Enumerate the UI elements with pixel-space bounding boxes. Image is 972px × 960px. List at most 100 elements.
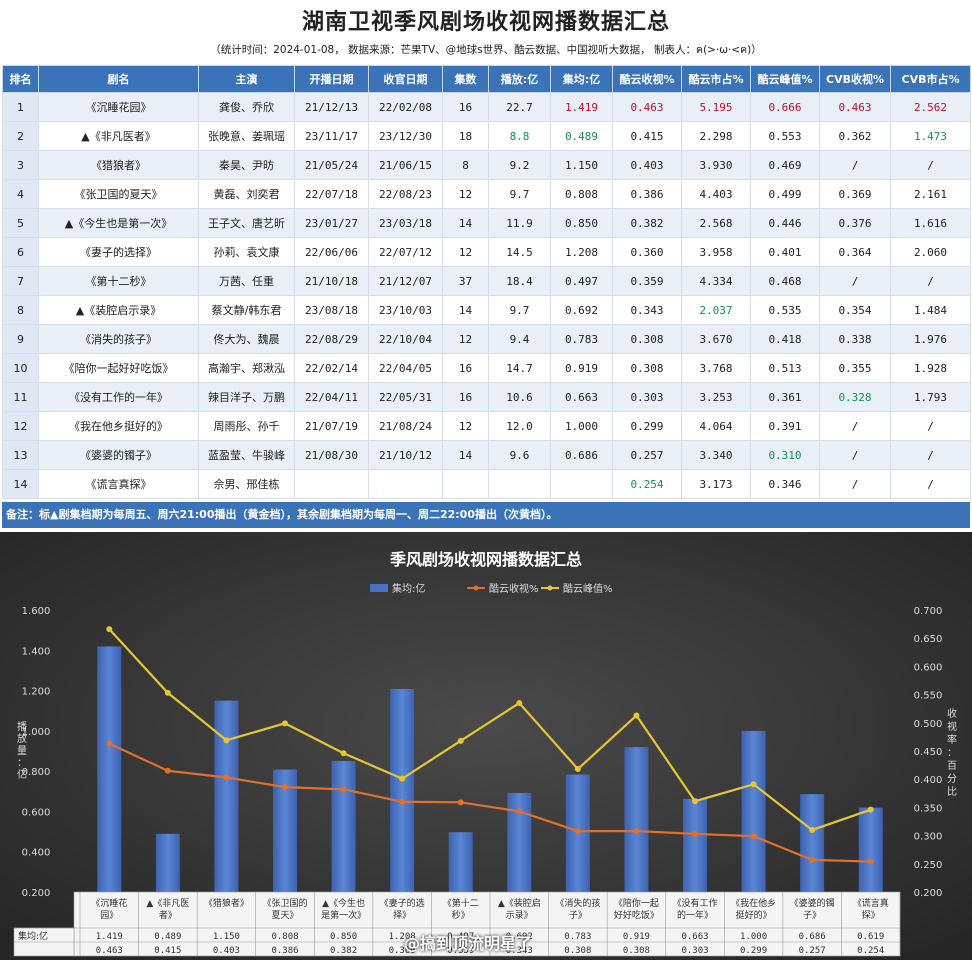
data-label: 0.303	[681, 946, 708, 956]
table-cell-cvb-share: 1.928	[890, 353, 971, 383]
column-header: 集数	[442, 65, 489, 93]
table-cell-title: 《妻子的选择》	[38, 237, 199, 267]
table-cell-ky-peak: 0.513	[750, 353, 820, 383]
table-cell-cvb-rating: 0.328	[819, 382, 891, 412]
table-cell-title: 《消失的孩子》	[38, 324, 199, 354]
table-row: 14 《谎言真探》 佘男、邢佳栋 0.254 3.173 0.346//	[2, 469, 971, 499]
table-cell-title: 《我在他乡挺好的》	[38, 411, 199, 441]
bar	[390, 688, 415, 892]
chart-title: 季风剧场收视网播数据汇总	[389, 550, 582, 569]
data-label: 0.386	[271, 946, 298, 956]
y-left-tick-label: 0.400	[22, 848, 51, 859]
line-point	[164, 767, 171, 774]
table-cell-ky-peak: 0.535	[750, 295, 820, 325]
table-cell-ky-share: 2.298	[681, 121, 751, 151]
table-cell-ky-peak: 0.401	[750, 237, 820, 267]
table-cell-rank: 2	[2, 121, 39, 151]
table-cell-start: 21/08/30	[294, 440, 369, 470]
table-cell-ky-peak: 0.666	[750, 92, 820, 122]
data-label: 0.308	[564, 946, 591, 956]
table-cell-cvb-share: 1.616	[890, 208, 971, 238]
y-left-tick-label: 1.000	[22, 727, 51, 738]
table-cell-rank: 6	[2, 237, 39, 267]
line-point	[692, 830, 698, 837]
table-cell-avg: 0.850	[550, 208, 613, 238]
table-cell-ky-share: 3.930	[681, 150, 751, 180]
table-cell-ky-rating: 0.415	[612, 121, 682, 151]
y-right-tick-label: 0.450	[914, 747, 943, 758]
table-cell-cast: 龚俊、乔欣	[198, 92, 295, 122]
table-cell-eps: 18	[442, 121, 489, 151]
table-cell-end: 23/10/03	[368, 295, 443, 325]
y-left-tick-label: 1.400	[22, 646, 51, 657]
table-cell-cast: 孙莉、袁文康	[198, 237, 295, 267]
column-header: 酷云收视%	[612, 65, 682, 93]
table-row: 13 《婆婆的镯子》 蓝盈莹、牛骏峰 21/08/30 21/10/12 14 9.6 0.6…	[2, 440, 971, 470]
data-label: 0.808	[271, 932, 298, 942]
table-cell-cvb-share: 2.060	[890, 237, 971, 267]
table-cell-title: 《猎狼者》	[38, 150, 199, 180]
table-cell-rank: 12	[2, 411, 39, 441]
table-cell-start: 23/01/27	[294, 208, 369, 238]
table-cell-views: 14.7	[488, 353, 551, 383]
table-cell-rank: 4	[2, 179, 39, 209]
column-header: 主演	[198, 65, 295, 93]
data-label: 0.692	[506, 932, 533, 942]
table-row: 6 《妻子的选择》 孙莉、袁文康 22/06/06 22/07/12 12 14.5 1.20…	[2, 237, 971, 267]
table-cell-ky-share: 3.173	[681, 469, 751, 499]
table-cell-avg: 1.150	[550, 150, 613, 180]
table-cell-start: 22/08/29	[294, 324, 369, 354]
table-cell-cvb-rating: 0.338	[819, 324, 891, 354]
table-cell-start: 21/10/18	[294, 266, 369, 296]
table-row: 1 《沉睡花园》 龚俊、乔欣 21/12/13 22/02/08 16 22.7 1.419 0…	[2, 92, 971, 122]
table-cell-cvb-share: /	[890, 440, 971, 470]
combo-chart: 季风剧场收视网播数据汇总 集均:亿 酷云收视% 酷云峰值% 0.2000.4000.…	[0, 532, 972, 960]
table-cell-cvb-share: /	[890, 411, 971, 441]
bar	[741, 730, 766, 892]
table-cell-avg: 1.208	[550, 237, 613, 267]
table-cell-title: ▲《装腔启示录》	[38, 295, 199, 325]
table-cell-rank: 8	[2, 295, 39, 325]
data-label: 0.415	[154, 946, 181, 956]
table-cell-ky-rating: 0.403	[612, 150, 682, 180]
x-tick-label: 《妻子的选择》	[380, 897, 425, 921]
table-cell-ky-peak: 0.499	[750, 179, 820, 209]
table-cell-avg: 0.692	[550, 295, 613, 325]
table-cell-avg: 0.919	[550, 353, 613, 383]
table-cell-cvb-rating: /	[819, 150, 891, 180]
table-cell-rank: 3	[2, 150, 39, 180]
table-row: 5 ▲《今生也是第一次》 王子文、唐艺昕 23/01/27 23/03/18 14 11.9…	[2, 208, 971, 238]
table-cell-eps: 14	[442, 208, 489, 238]
table-cell-ky-peak: 0.361	[750, 382, 820, 412]
line-point	[633, 712, 640, 719]
table-cell-views: 14.5	[488, 237, 551, 267]
table-cell-avg: 0.497	[550, 266, 613, 296]
table-header-row: 排名 剧名 主演 开播日期 收官日期 集数 播放:亿 集均:亿 酷云收视% 酷云市占% 酷云峰值% C…	[2, 65, 971, 93]
table-row: 3 《猎狼者》 秦昊、尹昉 21/05/24 21/06/15 8 9.2 1.150 0.40…	[2, 150, 971, 180]
x-tick-label: 《婆婆的镯子》	[790, 897, 835, 921]
table-row: 7 《第十二秒》 万茜、任重 21/10/18 21/12/07 37 18.4 0.497 0…	[2, 266, 971, 296]
table-row: 4 《张卫国的夏天》 黄磊、刘奕君 22/07/18 22/08/23 12 9.7 0.80…	[2, 179, 971, 209]
table-cell-cvb-rating: /	[819, 266, 891, 296]
y-left-tick-label: 0.200	[22, 888, 51, 899]
y-right-tick-label: 0.300	[914, 832, 943, 843]
table-cell-end: 21/06/15	[368, 150, 443, 180]
bar	[507, 792, 532, 892]
table-cell-cvb-share: /	[890, 469, 971, 499]
table-cell-start: 21/12/13	[294, 92, 369, 122]
table-cell-views: 9.7	[488, 295, 551, 325]
column-header: 播放:亿	[488, 65, 551, 93]
table-cell-cast: 蔡文静/韩东君	[198, 295, 295, 325]
table-cell-end: 21/10/12	[368, 440, 443, 470]
y-right-tick-label: 0.500	[914, 719, 943, 730]
column-header: 集均:亿	[550, 65, 613, 93]
table-cell-views: 9.2	[488, 150, 551, 180]
table-cell-eps: 37	[442, 266, 489, 296]
table-cell-rank: 14	[2, 469, 39, 499]
column-header: CVB收视%	[819, 65, 891, 93]
table-cell-end: 22/08/23	[368, 179, 443, 209]
column-header: 排名	[2, 65, 39, 93]
table-cell-views: 8.8	[488, 121, 551, 151]
series-line	[108, 628, 872, 832]
table-cell-avg: 0.663	[550, 382, 613, 412]
